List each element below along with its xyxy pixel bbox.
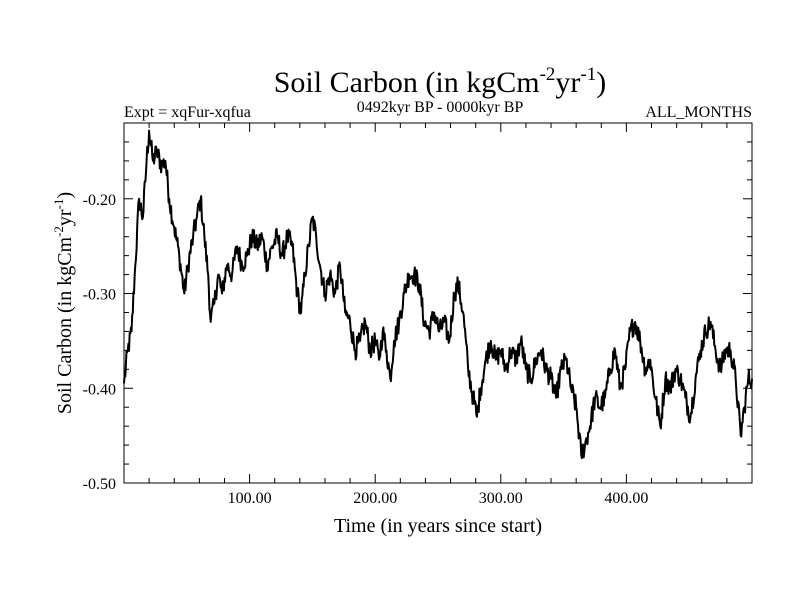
chart-title-main: Soil Carbon (in kgCm: [274, 66, 540, 99]
y-axis-label: Soil Carbon (in kgCm-2yr-1): [51, 192, 76, 414]
y-tick-label: -0.40: [83, 381, 116, 398]
x-tick-label: 300.00: [479, 490, 523, 507]
header-right: ALL_MONTHS: [645, 104, 752, 121]
chart-title-exp1: -2: [540, 64, 556, 85]
y-tick-label: -0.20: [83, 192, 116, 209]
y-tick-label: -0.30: [83, 287, 116, 304]
y-axis-label-main: Soil Carbon (in kgCm: [54, 236, 76, 414]
tick-labels: 100.00 200.00 300.00 400.00 -0.20 -0.30 -0.40 -…: [83, 192, 649, 507]
chart-title-end: ): [596, 66, 606, 99]
x-tick-label: 400.00: [604, 490, 648, 507]
header-left: Expt = xqFur-xqfua: [124, 104, 251, 121]
y-tick-label: -0.50: [83, 476, 116, 493]
x-tick-label: 200.00: [353, 490, 397, 507]
chart-title: Soil Carbon (in kgCm-2yr-1): [274, 64, 607, 99]
series-line: [123, 129, 753, 460]
y-axis-label-mid: yr: [54, 209, 76, 226]
x-axis-label: Time (in years since start): [334, 515, 542, 537]
y-axis-label-end: ): [54, 192, 76, 199]
y-axis-label-exp1: -2: [51, 226, 66, 237]
plot-frame: [123, 122, 753, 484]
chart-title-mid: yr: [555, 66, 580, 99]
header-center: 0492kyr BP - 0000kyr BP: [357, 99, 524, 116]
x-tick-label: 100.00: [228, 490, 272, 507]
chart-title-exp2: -1: [580, 64, 596, 85]
tick-marks: [123, 122, 753, 484]
y-axis-label-exp2: -1: [51, 199, 66, 210]
